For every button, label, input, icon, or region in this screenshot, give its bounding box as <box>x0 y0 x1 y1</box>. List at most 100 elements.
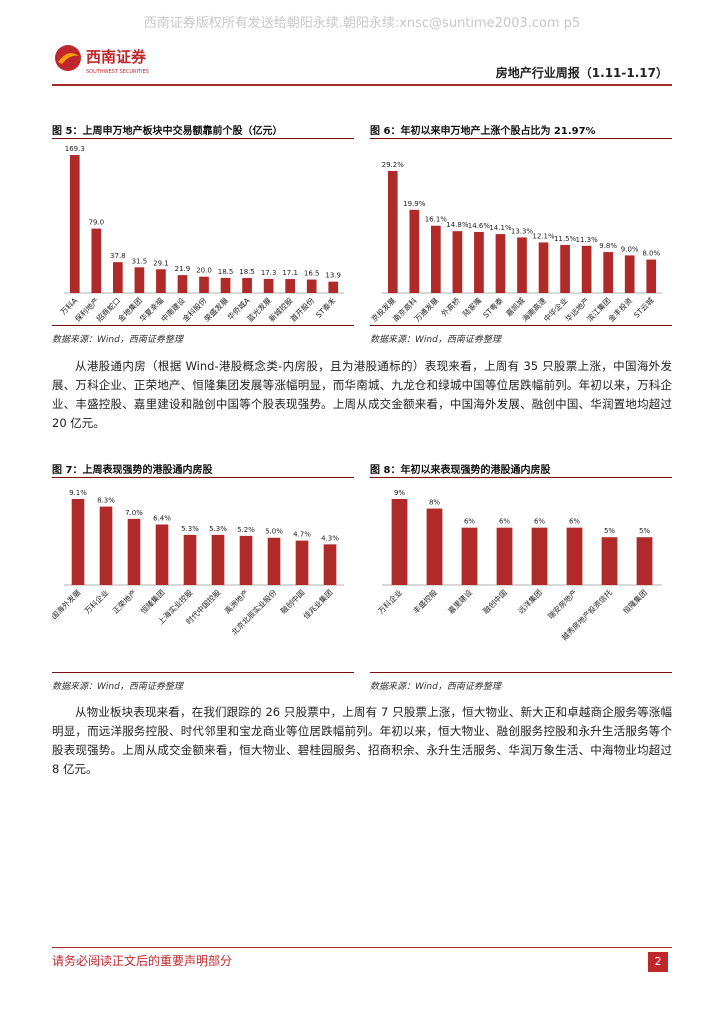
bar <box>113 262 123 293</box>
value-label: 4.7% <box>293 531 311 539</box>
figure-rule <box>370 477 672 478</box>
chart: 29.2%京投发展19.9%南京高科16.1%万通发展14.8%外高桥14.6%… <box>370 161 662 323</box>
category-label: ST云城 <box>632 296 656 320</box>
paragraph: 从港股通内房（根据 Wind-港股概念类-内房股，且为港股通标的）表现来看，上周… <box>52 359 672 430</box>
bar <box>431 225 441 293</box>
value-label: 11.3% <box>575 236 598 244</box>
figure-title: 图 7：上周表现强势的港股通内房股 <box>52 465 213 476</box>
category-label: 中国海外发展 <box>52 587 83 626</box>
bar <box>71 499 85 585</box>
figure-rule <box>370 138 672 139</box>
value-label: 18.5 <box>218 268 234 276</box>
chart: 169.3万科A79.0保利地产37.8招商蛇口31.5金地集团29.1华夏幸福… <box>58 145 344 323</box>
value-label: 9.8% <box>599 242 617 250</box>
bar <box>409 209 420 293</box>
category-label: 万科企业 <box>82 587 111 616</box>
value-label: 17.1 <box>282 269 298 277</box>
value-label: 9.1% <box>69 489 87 497</box>
bar <box>495 234 506 293</box>
value-label: 6.4% <box>153 515 171 523</box>
value-label: 9.0% <box>621 245 639 253</box>
bar <box>295 540 309 585</box>
figure-rule <box>52 325 354 326</box>
category-label: 首开股份 <box>288 295 317 323</box>
figure-source: 数据来源：Wind，西南证券整理 <box>52 335 183 345</box>
page-number: 2 <box>648 952 668 972</box>
chart: 9%万科企业8%丰盛控股6%嘉里建设6%融创中国6%远洋集团6%瑞安房地产5%越… <box>376 489 662 642</box>
category-label: 融创中国 <box>481 587 509 615</box>
value-label: 37.8 <box>110 252 126 260</box>
bar <box>387 171 398 293</box>
value-label: 21.9 <box>175 265 191 273</box>
category-label: 荣盛发展 <box>202 295 231 323</box>
bar <box>211 534 225 585</box>
value-label: 5.3% <box>181 525 199 533</box>
bar <box>496 527 513 585</box>
category-label: ST泰禾 <box>313 295 338 320</box>
bar <box>461 527 478 585</box>
value-label: 14.8% <box>446 221 469 229</box>
category-label: 陆家嘴 <box>460 295 483 318</box>
bar <box>636 537 653 585</box>
bar <box>538 242 549 293</box>
figure-title: 图 6：年初以来申万地产上涨个股占比为 21.97% <box>370 126 596 137</box>
bar <box>323 544 337 585</box>
value-label: 14.6% <box>468 222 491 230</box>
value-label: 29.2% <box>382 161 405 169</box>
bar <box>220 277 231 293</box>
bar <box>646 259 657 293</box>
category-label: 瑞安房地产 <box>545 587 579 621</box>
bar <box>91 228 102 293</box>
value-label: 8.0% <box>642 250 660 258</box>
bar <box>391 499 408 585</box>
value-label: 5.0% <box>265 528 283 536</box>
report-title: 房地产行业周报（1.11-1.17） <box>495 66 668 80</box>
chart: 9.1%中国海外发展8.3%万科企业7.0%正荣地产6.4%恒隆集团5.3%上海… <box>52 489 344 637</box>
category-label: 正荣地产 <box>110 587 138 615</box>
category-label: 远洋集团 <box>516 587 544 615</box>
logo: 西南证券 SOUTHWEST SECURITIES <box>55 45 149 75</box>
value-label: 6% <box>499 518 510 526</box>
value-label: 20.0 <box>196 267 212 275</box>
value-label: 5% <box>639 527 650 535</box>
value-label: 6% <box>534 518 545 526</box>
figure-title: 图 8：年初以来表现强势的港股通内房股 <box>370 465 551 476</box>
figure-source: 数据来源：Wind，西南证券整理 <box>370 335 501 345</box>
bar <box>127 518 141 585</box>
value-label: 16.5 <box>304 270 320 278</box>
bar <box>285 279 295 293</box>
bar <box>69 155 80 293</box>
category-label: 融创中国 <box>278 587 306 615</box>
bar <box>242 277 252 293</box>
disclaimer: 请务必阅读正文后的重要声明部分 <box>52 954 233 968</box>
value-label: 17.3 <box>261 269 277 277</box>
value-label: 7.0% <box>125 509 143 517</box>
bar <box>328 281 339 293</box>
value-label: 13.3% <box>511 227 534 235</box>
value-label: 11.5% <box>554 235 577 243</box>
value-label: 8% <box>429 499 440 507</box>
value-label: 4.3% <box>321 534 339 542</box>
bar <box>199 276 209 293</box>
category-label: 外高桥 <box>439 295 462 318</box>
value-label: 19.9% <box>403 200 426 208</box>
bar <box>134 267 145 293</box>
bar <box>601 537 618 585</box>
value-label: 14.1% <box>489 224 512 232</box>
header-rule <box>52 84 672 86</box>
bar <box>426 508 443 585</box>
figure-rule <box>52 477 354 478</box>
bar <box>581 245 592 293</box>
figure-title: 图 5：上周申万地产板块中交易额靠前个股（亿元） <box>52 126 283 137</box>
value-label: 31.5 <box>132 257 148 265</box>
value-label: 13.9 <box>325 272 341 280</box>
bar <box>263 278 274 293</box>
bar <box>239 535 253 585</box>
bar <box>306 279 317 293</box>
value-label: 6% <box>464 518 475 526</box>
bar <box>517 237 527 293</box>
category-label: 嘉里建设 <box>446 587 475 616</box>
bar <box>474 232 484 293</box>
figure-rule <box>52 672 354 673</box>
